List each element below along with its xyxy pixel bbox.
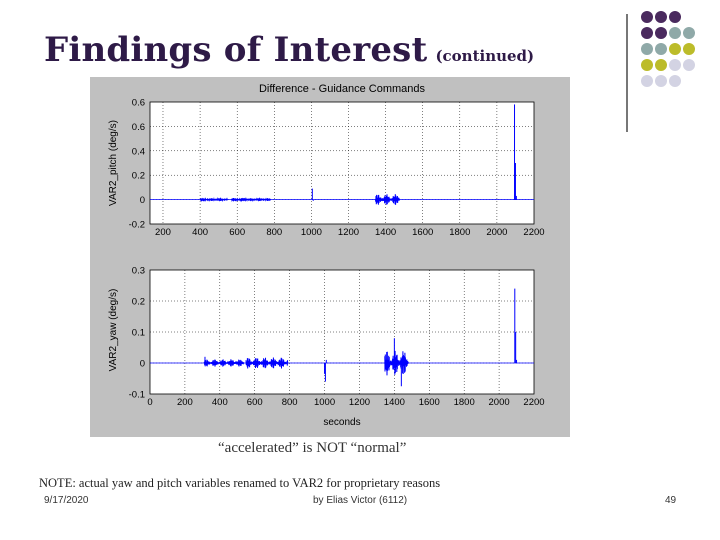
signal-burst xyxy=(245,357,289,369)
yaw-plot: 0 200 400 600 800 1000 1200 1400 1600 1800 2000 220… xyxy=(129,266,545,409)
x-tick-label: 1000 xyxy=(301,227,322,238)
matlab-figure: Difference - Guidance Commands 200 400 600… xyxy=(90,77,570,437)
title-main: Findings of Interest xyxy=(44,30,428,70)
x-tick-label: 1000 xyxy=(314,397,335,408)
decor-dot xyxy=(655,43,667,55)
x-tick-label: 600 xyxy=(229,227,245,238)
x-tick-label: 2000 xyxy=(489,397,510,408)
y-tick-label: 0.6 xyxy=(132,98,145,109)
yaw-ylabel: VAR2_yaw (deg/s) xyxy=(108,289,119,372)
y-tick-label: 0.2 xyxy=(132,171,145,182)
decor-dot xyxy=(683,27,695,39)
chart-title: Difference - Guidance Commands xyxy=(259,83,426,95)
decor-dot xyxy=(669,43,681,55)
decor-dot xyxy=(669,27,681,39)
slide-caption: “accelerated” is NOT “normal” xyxy=(218,440,407,456)
decor-dot xyxy=(641,75,653,87)
x-tick-label: 2200 xyxy=(523,227,544,238)
signal-burst xyxy=(199,196,228,203)
footer-date: 9/17/2020 xyxy=(44,495,89,506)
y-tick-label: 0 xyxy=(140,359,145,370)
decor-dot xyxy=(669,75,681,87)
decor-dot xyxy=(641,59,653,71)
x-tick-label: 1400 xyxy=(375,227,396,238)
signal-burst xyxy=(384,350,409,376)
y-tick-label: -0.2 xyxy=(129,220,145,231)
page-number: 49 xyxy=(665,495,677,506)
decor-dot xyxy=(683,43,695,55)
plot-area xyxy=(149,101,535,225)
x-tick-label: 1200 xyxy=(338,227,359,238)
footer-author: by Elias Victor (6112) xyxy=(313,495,408,506)
decor-dot xyxy=(641,43,653,55)
decor-dot xyxy=(641,11,653,23)
y-tick-label: 0 xyxy=(140,195,145,206)
decor-dot xyxy=(641,27,653,39)
x-tick-label: 200 xyxy=(155,227,171,238)
x-tick-label: 2000 xyxy=(486,227,507,238)
decor-dot xyxy=(669,11,681,23)
x-tick-label: 1200 xyxy=(349,397,370,408)
decor-dot xyxy=(669,59,681,71)
x-tick-label: 2200 xyxy=(523,397,544,408)
x-axis-label: seconds xyxy=(323,417,360,428)
title-suffix: (continued) xyxy=(435,47,535,65)
x-tick-label: 1600 xyxy=(412,227,433,238)
decor-dot xyxy=(655,27,667,39)
signal-burst xyxy=(247,196,271,203)
decor-dot xyxy=(655,11,667,23)
slide-note: NOTE: actual yaw and pitch variables ren… xyxy=(39,476,441,490)
pitch-plot: 200 400 600 800 1000 1200 1400 1600 1800 2000 2200… xyxy=(129,98,545,239)
slide-title: Findings of Interest (continued) xyxy=(44,30,534,70)
x-tick-label: 1600 xyxy=(419,397,440,408)
x-tick-label: 200 xyxy=(177,397,193,408)
signal-burst xyxy=(374,194,400,205)
decor-dot xyxy=(655,75,667,87)
x-tick-label: 1400 xyxy=(384,397,405,408)
x-tick-label: 1800 xyxy=(449,227,470,238)
x-tick-label: 600 xyxy=(247,397,263,408)
decor-divider xyxy=(626,14,628,132)
decor-dot xyxy=(683,59,695,71)
x-tick-label: 1800 xyxy=(454,397,475,408)
x-tick-label: 800 xyxy=(266,227,282,238)
y-tick-label: 0.1 xyxy=(132,328,145,339)
decor-dot-grid xyxy=(641,11,695,87)
x-tick-label: 0 xyxy=(147,397,152,408)
y-tick-label: -0.1 xyxy=(129,390,145,401)
signal-burst xyxy=(203,359,245,367)
x-tick-label: 800 xyxy=(282,397,298,408)
y-tick-label: 0.2 xyxy=(132,297,145,308)
signal-burst xyxy=(231,197,249,203)
x-tick-label: 400 xyxy=(212,397,228,408)
y-tick-label: 0.6 xyxy=(132,122,145,133)
decor-dot xyxy=(655,59,667,71)
pitch-ylabel: VAR2_pitch (deg/s) xyxy=(108,120,119,206)
y-tick-label: 0.4 xyxy=(132,146,145,157)
x-tick-label: 400 xyxy=(192,227,208,238)
y-tick-label: 0.3 xyxy=(132,266,145,277)
